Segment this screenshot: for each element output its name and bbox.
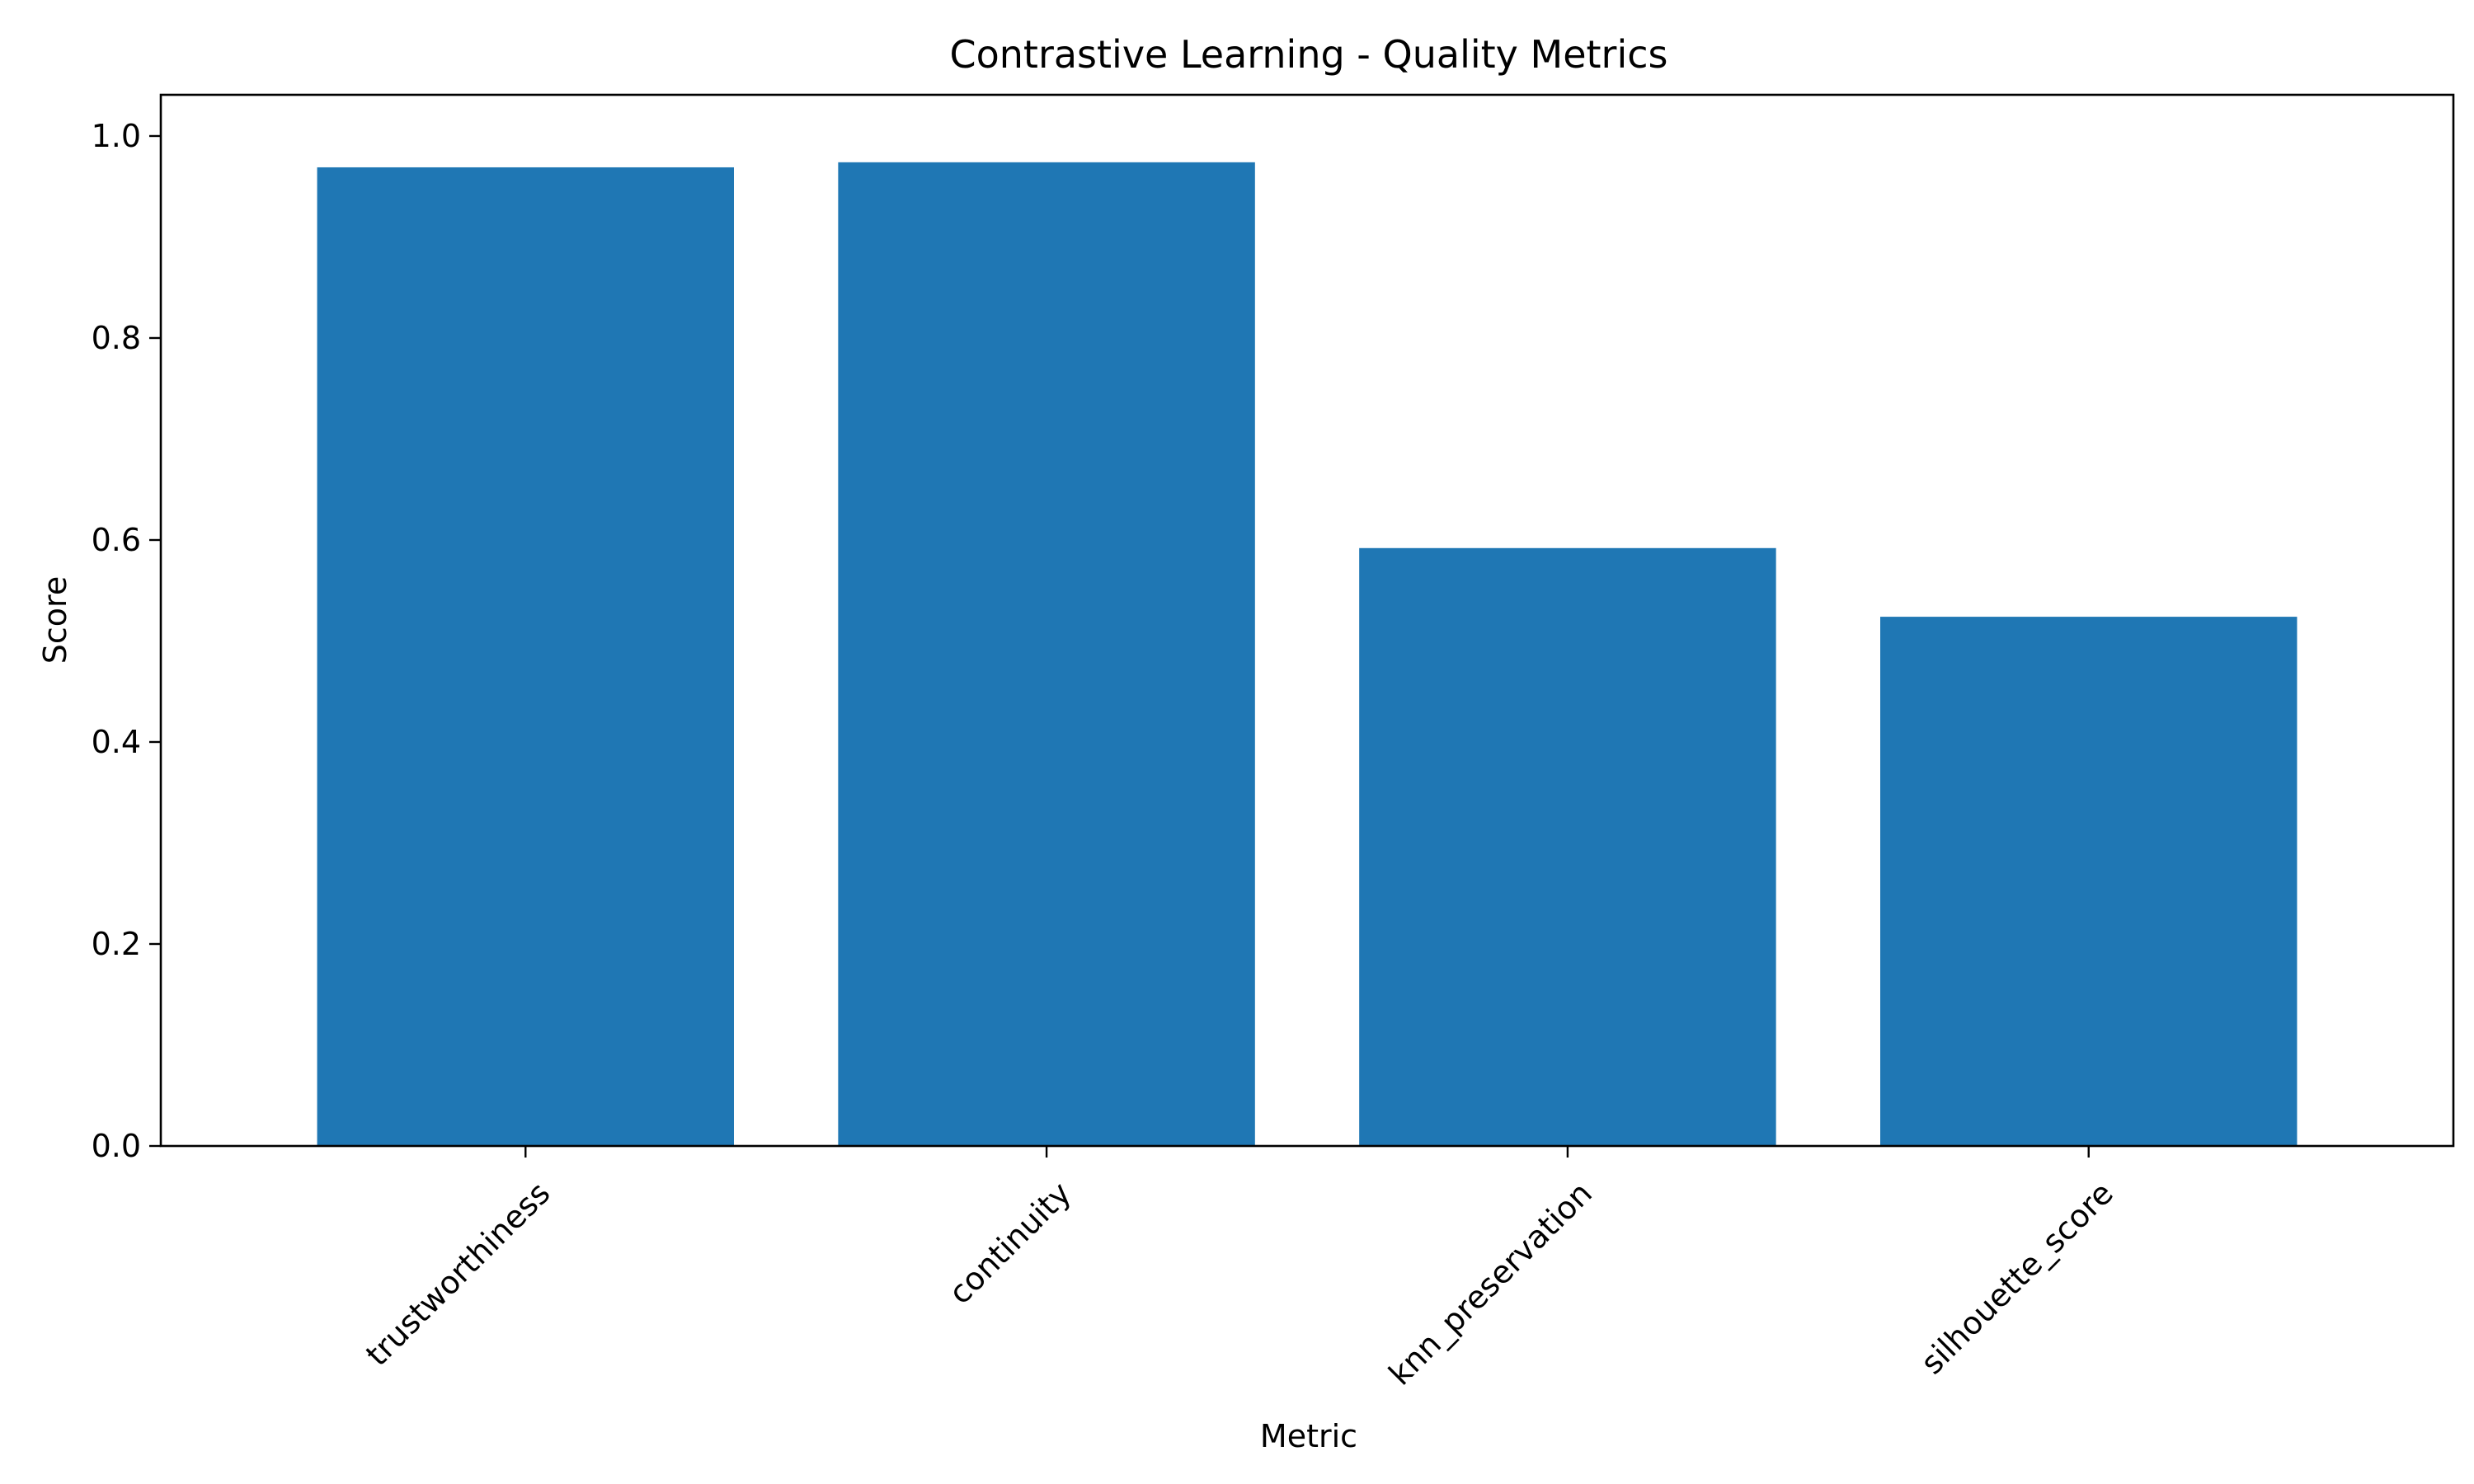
- chart-title: Contrastive Learning - Quality Metrics: [950, 32, 1668, 77]
- bar-continuity: [838, 162, 1255, 1147]
- y-tick-label: 0.8: [92, 320, 141, 356]
- bar-knn_preservation: [1359, 547, 1776, 1146]
- y-tick-label: 1.0: [92, 118, 141, 154]
- y-axis-ticks: 0.0 0.2 0.4 0.6 0.8 1.0: [92, 118, 161, 1164]
- bar-trustworthiness: [317, 167, 734, 1147]
- bar-group: [317, 162, 2298, 1147]
- y-axis-label: Score: [37, 576, 73, 664]
- bar-silhouette_score: [1880, 617, 2298, 1146]
- y-tick-label: 0.6: [92, 522, 141, 558]
- y-tick-label: 0.4: [92, 724, 141, 760]
- plot-frame: [159, 93, 2455, 1148]
- y-tick-label: 0.2: [92, 926, 141, 962]
- y-tick-label: 0.0: [92, 1128, 141, 1164]
- x-axis-label: Metric: [1260, 1418, 1357, 1454]
